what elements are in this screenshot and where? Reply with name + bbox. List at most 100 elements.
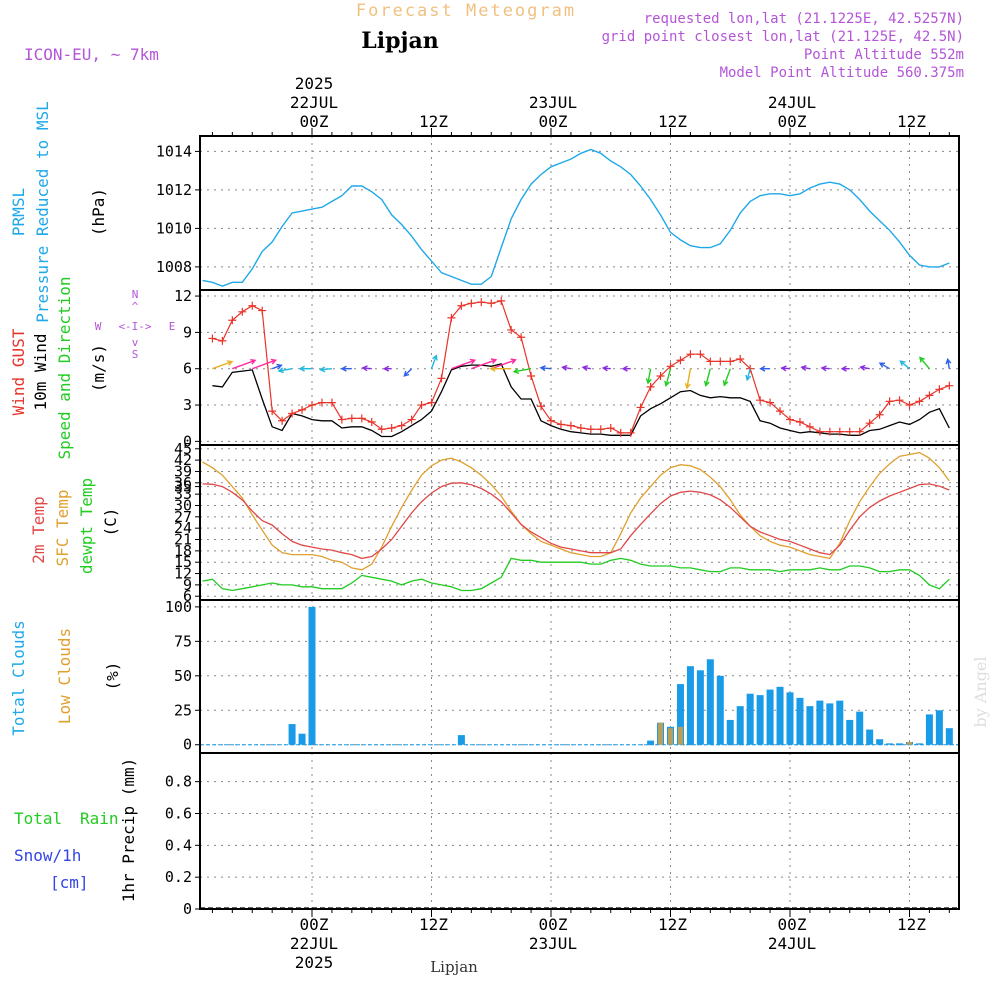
y-tick-label: 1014 [156, 142, 192, 160]
wind-unit: (m/s) [89, 344, 108, 392]
time-label-top: 23JUL [529, 93, 577, 112]
total-cloud-bar [647, 740, 655, 745]
wind-arrow [561, 364, 572, 371]
time-label-bottom: 23JUL [529, 934, 577, 953]
temp-2m-line [202, 482, 950, 560]
total-cloud-bar [886, 743, 894, 745]
low-cloud-bar [668, 728, 673, 745]
low-cloud-bar [677, 726, 683, 745]
gust-marker [417, 401, 426, 410]
total-cloud-bar [736, 706, 744, 745]
gust-marker [925, 391, 934, 400]
total-cloud-bar [925, 714, 933, 745]
time-label-bottom: 2025 [295, 953, 334, 972]
time-label-bottom: 24JUL [768, 934, 816, 953]
time-label-top: 22JUL [290, 93, 338, 112]
grid-lines: 1008101010121014036912691215182124273033… [156, 136, 959, 918]
wind-arrow [489, 365, 512, 372]
gust-marker [586, 425, 595, 434]
compass-w: W [95, 320, 102, 333]
y-tick-label: 12 [174, 287, 192, 305]
gust-marker [945, 381, 954, 390]
gust-marker [805, 422, 814, 431]
y-tick-label: 0.4 [165, 836, 192, 854]
clouds-total-label: Total Clouds [9, 620, 28, 736]
total-cloud-bar [766, 689, 774, 745]
gust-marker [676, 356, 685, 365]
total-cloud-bar [945, 728, 953, 745]
y-tick-label: 42 [174, 451, 192, 469]
wind-arrow [277, 367, 293, 374]
wind-arrow [252, 358, 277, 370]
time-label-bottom: 00Z [300, 915, 329, 934]
gust-marker [298, 405, 307, 414]
total-cloud-bar [856, 711, 864, 745]
gust-marker [387, 424, 396, 433]
wind-arrow [451, 358, 477, 370]
gust-marker [935, 385, 944, 394]
gust-marker [716, 357, 725, 366]
wind-arrow [945, 357, 952, 369]
wind-arrow [899, 360, 910, 370]
total-cloud-bar [836, 700, 844, 745]
time-label-top: 24JUL [768, 93, 816, 112]
total-cloud-bar [846, 719, 854, 745]
low-cloud-bars [658, 722, 912, 745]
gust-marker [228, 316, 237, 325]
gust-marker [656, 371, 665, 380]
precip-snow-label: Snow/1h [14, 846, 81, 865]
y-tick-label: 1012 [156, 181, 192, 199]
time-label-bottom: 12Z [419, 915, 448, 934]
temp-sfc-label: SFC Temp [53, 489, 72, 566]
wind-arrow [403, 368, 413, 377]
y-tick-label: 0 [183, 736, 192, 754]
plot-layer: 1008101010121014036912691215182124273033… [156, 74, 960, 972]
gust-marker [507, 325, 516, 334]
y-tick-label: 0.8 [165, 773, 192, 791]
wind-arrow [759, 365, 771, 372]
total-cloud-bar [866, 729, 874, 745]
wind-arrow [232, 359, 257, 370]
low-cloud-bar [658, 722, 664, 745]
wind-arrow [361, 365, 372, 372]
gust-marker [377, 425, 386, 434]
gust-marker [308, 401, 316, 410]
y-tick-label: 6 [183, 360, 192, 378]
compass-arrow-n: ^ [132, 300, 139, 313]
wind-arrow [664, 368, 672, 388]
wind-arrow [878, 362, 890, 370]
total-cloud-bar [686, 666, 694, 745]
wind-arrow [430, 354, 438, 369]
panel-frames [199, 135, 960, 910]
model-altitude: Model Point Altitude 560.375m [720, 65, 964, 81]
gust-marker [467, 299, 476, 308]
point-altitude: Point Altitude 552m [804, 47, 964, 63]
location-title: Lipjan [361, 28, 438, 54]
wind-arrow [745, 368, 752, 382]
panel-frame [199, 444, 960, 601]
wind-arrow [512, 368, 532, 374]
pressure-label-2: Pressure Reduced to MSL [33, 101, 52, 323]
y-tick-label: 36 [174, 474, 192, 492]
gust-marker [487, 299, 496, 308]
wind-arrow [919, 356, 930, 370]
wind-arrow [800, 365, 811, 371]
gust-marker [437, 374, 446, 383]
total-cloud-bar [816, 700, 824, 745]
wind-arrow [780, 365, 791, 372]
gust-marker [855, 427, 864, 436]
compass-s: S [132, 348, 139, 361]
time-label-bottom: 12Z [658, 915, 687, 934]
sfc-temp-line [202, 451, 950, 571]
gust-marker [337, 415, 346, 424]
gust-marker [576, 424, 585, 433]
footer-location: Lipjan [430, 958, 478, 976]
y-tick-label: 1010 [156, 219, 192, 237]
total-cloud-bar [676, 684, 684, 745]
y-tick-label: 9 [183, 323, 192, 341]
wind-dir-label: Speed and Direction [55, 276, 74, 459]
gust-marker [756, 396, 765, 405]
total-cloud-bar [896, 743, 904, 745]
gust-marker [407, 415, 416, 424]
time-label-top: 12Z [658, 112, 687, 131]
